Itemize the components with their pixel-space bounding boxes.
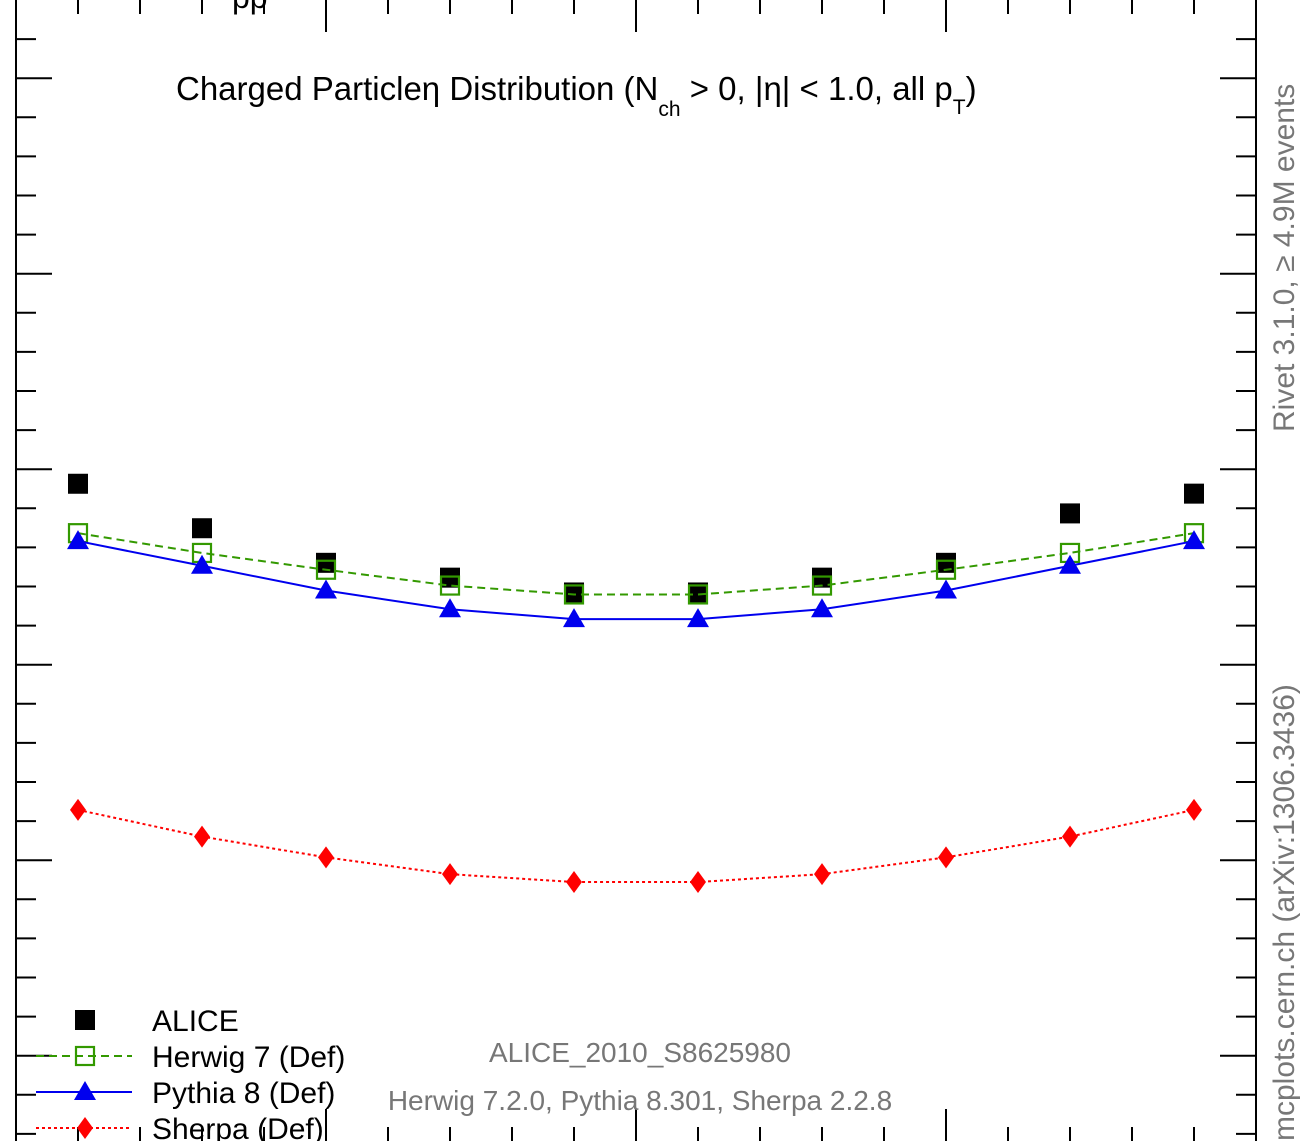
data-point (814, 863, 830, 886)
data-point (316, 552, 336, 573)
data-point (1059, 554, 1081, 574)
axis-ticks (15, 0, 1257, 1141)
data-point (688, 582, 708, 603)
legend-marker (75, 1010, 95, 1030)
data-point (1186, 798, 1202, 821)
data-point (1184, 483, 1204, 504)
data-point (811, 575, 833, 596)
legend-marker (77, 1117, 93, 1139)
legend-label: ALICE (152, 1005, 239, 1038)
data-point (564, 582, 584, 603)
data-point (563, 608, 585, 628)
plot-frame (15, 0, 1257, 1141)
chart-title: Charged Particleη Distribution (Nch > 0,… (176, 70, 977, 121)
legend-marker (74, 1081, 96, 1100)
data-point (690, 871, 706, 894)
data-point (936, 552, 956, 573)
data-point (439, 598, 461, 618)
series-1 (67, 523, 1205, 605)
title-part-eta: η (422, 70, 440, 107)
top-left-fragment: pp (232, 0, 268, 15)
rivet-side-label: Rivet 3.1.0, ≥ 4.9M events (1268, 84, 1300, 432)
title-part-post: ) (966, 70, 977, 107)
data-point (192, 518, 212, 539)
series-2 (67, 530, 1205, 628)
title-subscript-ch: ch (658, 98, 680, 121)
data-point (315, 559, 337, 580)
data-point (67, 530, 89, 550)
series-0 (68, 473, 1204, 603)
data-point (687, 584, 709, 605)
data-point (194, 825, 210, 848)
data-point (68, 473, 88, 494)
versions-label: Herwig 7.2.0, Pythia 8.301, Sherpa 2.2.8 (388, 1085, 892, 1116)
data-point (1062, 825, 1078, 848)
title-part-pre: Charged Particle (176, 70, 422, 107)
data-point (563, 584, 585, 605)
data-point (442, 863, 458, 886)
data-point (935, 579, 957, 599)
data-point (191, 554, 213, 574)
data-point (935, 559, 957, 580)
series-line (77, 532, 1195, 596)
series-3 (70, 798, 1202, 894)
data-point (1183, 530, 1205, 550)
title-subscript-t: T (953, 96, 966, 119)
legend-label: Herwig 7 (Def) (152, 1041, 345, 1074)
data-point (318, 846, 334, 869)
data-point (687, 608, 709, 628)
title-part-mid: Distribution (N (440, 70, 658, 107)
data-point (566, 871, 582, 894)
series-line (77, 808, 1195, 884)
title-part-mid2: > 0, |η| < 1.0, all p (681, 70, 953, 107)
legend-label: Sherpa (Def) (152, 1113, 324, 1141)
data-point (315, 579, 337, 599)
mcplots-side-label: mcplots.cern.ch (arXiv:1306.3436) (1268, 684, 1300, 1141)
analysis-label: ALICE_2010_S8625980 (489, 1037, 791, 1068)
data-point (811, 598, 833, 618)
series-line (77, 540, 1195, 621)
legend-label: Pythia 8 (Def) (152, 1077, 335, 1110)
data-point (439, 575, 461, 596)
series-layer (67, 473, 1205, 894)
legend-marker (74, 1045, 96, 1067)
data-point (938, 846, 954, 869)
data-point (70, 798, 86, 821)
data-point (1060, 503, 1080, 524)
